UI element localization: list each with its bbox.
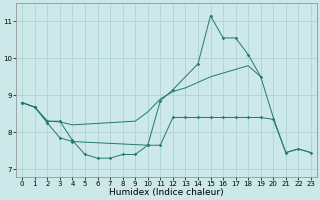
X-axis label: Humidex (Indice chaleur): Humidex (Indice chaleur)	[109, 188, 224, 197]
